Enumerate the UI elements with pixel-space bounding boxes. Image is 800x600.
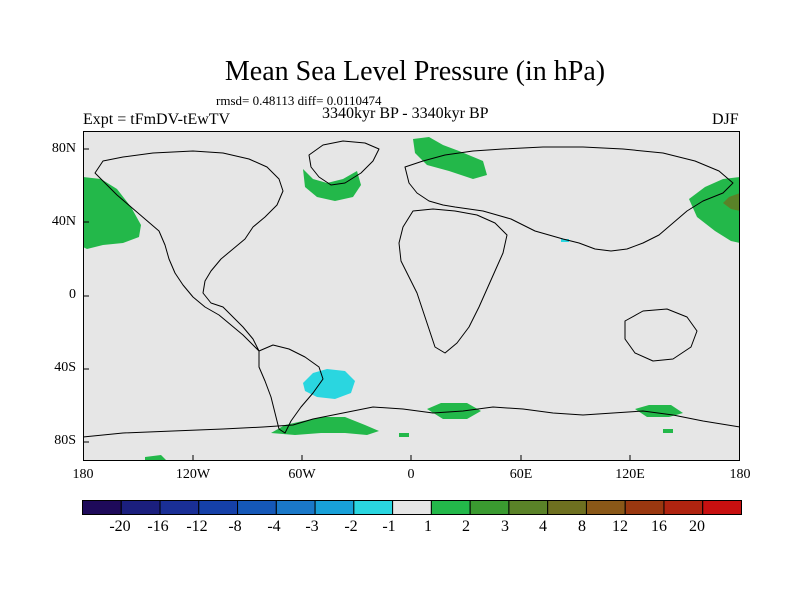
- coastlines: [83, 140, 740, 438]
- colorbar-label: 4: [539, 518, 547, 535]
- y-tick-label: 80N: [51, 141, 76, 156]
- colorbar-label: 16: [651, 518, 667, 535]
- colorbar-box: [469, 500, 510, 515]
- colorbar-box: [353, 500, 394, 515]
- colorbar-label: -12: [186, 518, 208, 535]
- x-tick-label: 60W: [288, 467, 316, 482]
- positive-anomaly-patch: [399, 433, 409, 437]
- x-tick-label: 180: [729, 467, 751, 482]
- map-frame: [83, 131, 740, 461]
- colorbar: [82, 500, 742, 515]
- period-label: 3340kyr BP - 3340kyr BP: [322, 105, 489, 122]
- colorbar-box: [314, 500, 355, 515]
- colorbar-box: [624, 500, 665, 515]
- positive-anomaly-patch: [413, 137, 487, 179]
- y-tick-label: 80S: [54, 433, 76, 448]
- antarctica-coastline: [83, 406, 740, 438]
- greenland-coastline: [308, 140, 380, 186]
- positive-anomaly-patch: [635, 405, 683, 417]
- colorbar-label: 1: [424, 518, 432, 535]
- australia-coastline: [624, 308, 698, 362]
- season-label: DJF: [712, 111, 739, 128]
- strong-positive-anomaly-patch: [723, 193, 740, 211]
- colorbar-box: [237, 500, 277, 515]
- colorbar-box: [159, 500, 200, 515]
- colorbar-label: 20: [689, 518, 705, 535]
- colorbar-box: [547, 500, 587, 515]
- colorbar-label: 12: [612, 518, 628, 535]
- plot-title: Mean Sea Level Pressure (in hPa): [224, 56, 606, 87]
- colorbar-boxes: [82, 500, 742, 515]
- north-america-coastline: [94, 150, 284, 352]
- x-tick-label: 0: [407, 467, 415, 482]
- y-tick-label: 0: [69, 287, 76, 302]
- colorbar-label: 3: [501, 518, 509, 535]
- x-tick-label: 180: [72, 467, 94, 482]
- colorbar-box: [430, 500, 471, 515]
- colorbar-box: [82, 500, 122, 515]
- africa-coastline: [398, 208, 508, 354]
- colorbar-box: [508, 500, 549, 515]
- positive-anomaly-patch: [83, 177, 141, 249]
- colorbar-label: 8: [578, 518, 586, 535]
- positive-anomaly-patch: [427, 403, 481, 419]
- colorbar-box: [275, 500, 316, 515]
- experiment-label: Expt = tFmDV-tEwTV: [83, 111, 231, 128]
- colorbar-label: -2: [344, 518, 358, 535]
- colorbar-box: [198, 500, 239, 515]
- negative-anomaly-patch: [303, 369, 355, 399]
- y-tick-label: 40N: [51, 214, 76, 229]
- x-tick-label: 120E: [615, 467, 645, 482]
- colorbar-label: -8: [228, 518, 242, 535]
- colorbar-box: [392, 500, 432, 515]
- colorbar-box: [663, 500, 704, 515]
- world-map: [83, 131, 740, 461]
- colorbar-label: -4: [267, 518, 281, 535]
- positive-anomaly-patch: [689, 177, 740, 243]
- colorbar-label: -16: [147, 518, 169, 535]
- x-tick-label: 60E: [509, 467, 533, 482]
- positive-anomaly-patch: [663, 429, 673, 433]
- eurasia-coastline: [404, 146, 734, 252]
- colorbar-label: -20: [109, 518, 131, 535]
- colorbar-box: [702, 500, 742, 515]
- x-tick-label: 120W: [175, 467, 211, 482]
- stats-label: rmsd= 0.48113 diff= 0.0110474: [216, 93, 382, 108]
- colorbar-label: -3: [305, 518, 319, 535]
- colorbar-box: [120, 500, 161, 515]
- colorbar-label: -1: [382, 518, 396, 535]
- positive-anomaly-patch: [271, 417, 379, 435]
- y-tick-label: 40S: [54, 360, 76, 375]
- positive-anomaly-patch: [145, 455, 167, 461]
- colorbar-box: [585, 500, 626, 515]
- south-america-coastline: [258, 344, 324, 434]
- colorbar-label: 2: [462, 518, 470, 535]
